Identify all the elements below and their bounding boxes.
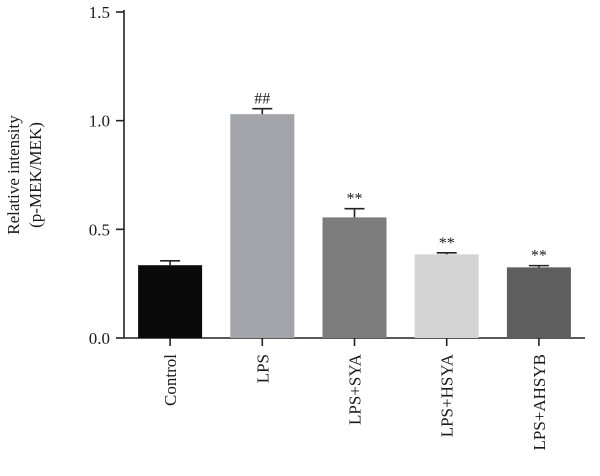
bar-lps	[230, 114, 295, 338]
y-tick-label: 0.0	[89, 329, 110, 348]
y-tick-label: 1.0	[89, 112, 110, 131]
bar-lps-ahsyb	[506, 267, 571, 338]
y-axis-label: Relative intensity (p-MEK/MEK)	[4, 115, 45, 235]
y-tick-label: 0.5	[89, 220, 110, 239]
y-axis-label-line-1: Relative intensity	[4, 115, 23, 235]
significance-label: **	[347, 191, 363, 208]
y-axis-label-line-2: (p-MEK/MEK)	[26, 122, 45, 228]
plot-area: 0.0 0.5 1.0 1.5 Control ## LPS ** LPS+SYA ** LPS+H…	[89, 3, 585, 451]
x-tick-label: LPS	[253, 354, 272, 383]
x-tick-label: Control	[161, 354, 180, 406]
significance-label: **	[531, 248, 547, 265]
bar-lps-sya	[322, 217, 387, 338]
x-tick-label: LPS+AHSYB	[530, 354, 549, 451]
x-tick-label: LPS+SYA	[346, 353, 365, 425]
y-tick-label: 1.5	[89, 3, 110, 22]
bar-lps-hsya	[414, 254, 479, 338]
bar-control	[138, 265, 203, 338]
significance-label: **	[439, 235, 455, 252]
significance-label: ##	[254, 91, 270, 108]
x-tick-label: LPS+HSYA	[438, 353, 457, 437]
